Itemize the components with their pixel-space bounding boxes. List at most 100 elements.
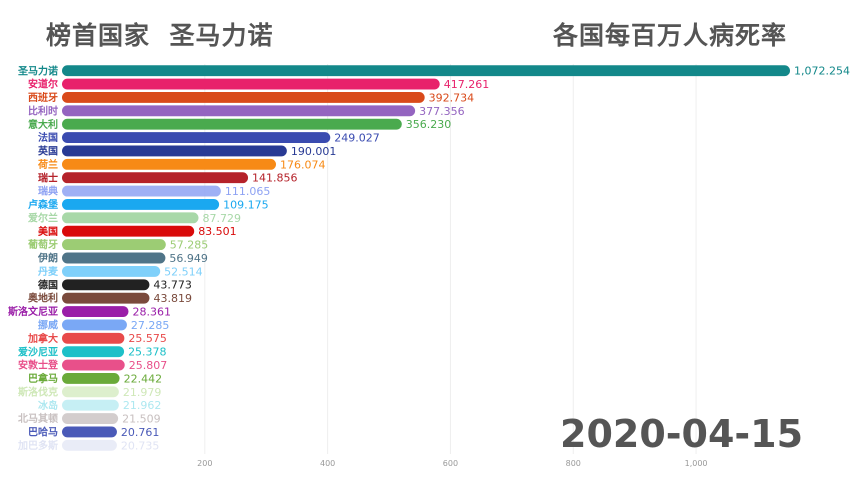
bar-value-label: 83.501 [198,225,237,238]
bar [62,212,199,224]
bar-value-label: 20.761 [121,426,159,439]
bar [62,65,790,77]
bar-category-label: 斯洛文尼亚 [8,305,58,318]
bar-value-label: 28.361 [132,305,171,318]
bar-value-label: 392.734 [429,91,475,104]
bar-value-label: 190.001 [291,145,337,158]
bar-category-label: 加拿大 [27,332,58,345]
bar-value-label: 21.509 [122,413,161,426]
bar-row: 卢森堡 109.175 [28,198,269,211]
bar-row: 丹麦 52.514 [38,265,203,278]
bar [62,105,416,117]
bar-row: 巴拿马 22.442 [28,372,162,385]
x-tick-label: 800 [566,459,581,468]
bar-row: 比利时 377.356 [28,104,465,117]
bar [62,92,425,103]
bar-row: 巴哈马 20.761 [28,426,159,439]
bar-value-label: 109.175 [223,198,268,211]
bar-value-label: 417.261 [444,78,490,91]
bar-category-label: 英国 [37,145,58,158]
bar-value-label: 87.729 [202,212,241,225]
bar-row: 爱沙尼亚 25.378 [18,345,167,358]
bar-value-label: 57.285 [170,239,209,252]
bar-value-label: 52.514 [164,265,203,278]
bar-category-label: 奥地利 [28,292,58,305]
bar [62,306,129,317]
bar [62,132,331,144]
bar-row: 葡萄牙 57.285 [27,238,208,251]
bar-row: 安敦士登 25.807 [18,359,167,372]
bar [62,372,120,384]
bar-category-label: 瑞士 [38,171,58,184]
bar-row: 意大利 356.230 [28,118,451,131]
bar-category-label: 挪威 [38,318,58,331]
bar-category-label: 法国 [38,131,58,144]
bar-category-label: 北马其顿 [18,412,58,425]
bar-category-label: 西班牙 [28,91,58,104]
bar [62,158,276,170]
bar [62,185,221,197]
bar-category-label: 美国 [38,225,58,238]
bar-row: 冰岛 21.962 [38,399,161,412]
bar-row: 圣马力诺 1,072.254 [18,64,850,77]
bar-category-label: 意大利 [28,118,58,131]
bar [62,359,125,371]
bar-row: 瑞典 111.065 [38,185,270,198]
leader-heading: 榜首国家 圣马力诺 [46,16,273,52]
bar-category-label: 德国 [37,278,58,291]
bar [62,145,287,157]
bar-value-label: 27.285 [131,319,170,332]
bar-row: 伊朗 56.949 [37,252,208,265]
leader-name: 圣马力诺 [169,21,274,50]
bar-value-label: 377.356 [419,105,465,118]
bar-category-label: 巴拿马 [28,372,58,385]
bar-row: 加拿大 25.575 [27,332,167,345]
bar-category-label: 安敦士登 [18,359,59,372]
bar [62,239,166,251]
bar-category-label: 爱沙尼亚 [18,345,58,358]
bar-category-label: 瑞典 [38,185,58,198]
bar-value-label: 21.979 [123,386,162,399]
bar-row: 荷兰 176.074 [37,158,325,171]
bar-value-label: 141.856 [252,172,298,185]
bar [62,172,249,184]
bar [62,225,195,237]
bar-row: 瑞士 141.856 [38,171,298,184]
bar [62,319,127,331]
bar-value-label: 20.735 [121,439,160,452]
bar-value-label: 21.962 [123,399,161,412]
bar-row: 斯洛伐克 21.979 [18,385,161,398]
bars: 圣马力诺 1,072.254 安道尔 417.261 西班牙 392.734 比利时 377.… [8,64,850,452]
bar-value-label: 111.065 [225,185,270,198]
bar-row: 挪威 27.285 [38,318,169,331]
bar-value-label: 25.575 [128,332,167,345]
bar [62,332,125,344]
bar-category-label: 安道尔 [28,78,58,91]
bar-category-label: 比利时 [28,104,58,117]
x-axis-ticks: 200 400 600 800 1,000 [197,459,707,468]
bar [62,199,220,210]
bar [62,292,150,304]
bar-row: 加巴多斯 20.735 [17,439,159,452]
bar [62,386,119,398]
x-tick-label: 400 [320,459,335,468]
bar-value-label: 43.773 [153,279,192,292]
bar [62,413,119,424]
bar-row: 西班牙 392.734 [28,91,474,104]
date-label: 2020-04-15 [560,412,804,456]
x-tick-label: 600 [443,459,458,468]
bar [62,439,117,451]
x-tick-label: 200 [197,459,212,468]
bar [62,426,117,438]
leader-label: 榜首国家 [46,21,151,50]
bar-category-label: 巴哈马 [28,426,58,439]
bar-category-label: 伊朗 [37,252,58,265]
bar-row: 德国 43.773 [37,278,192,291]
bar-value-label: 25.807 [129,359,168,372]
bar-row: 美国 83.501 [38,225,237,238]
bar-value-label: 356.230 [406,118,452,131]
bar-category-label: 冰岛 [38,399,58,412]
bar-value-label: 1,072.254 [794,65,850,78]
bar-value-label: 176.074 [280,158,326,171]
